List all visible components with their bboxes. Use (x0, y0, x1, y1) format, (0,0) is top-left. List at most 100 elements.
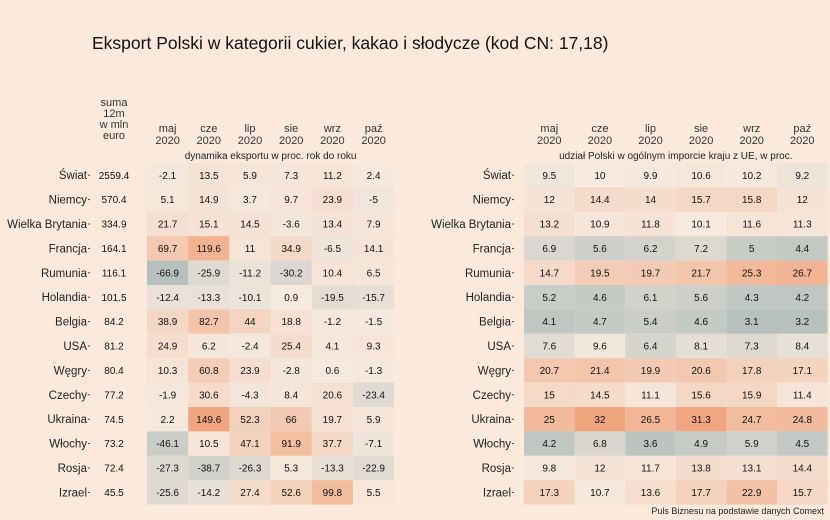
heatmap-cell (353, 431, 395, 456)
cell-value-label: 66 (286, 415, 298, 426)
cell-value-label: 13.1 (742, 464, 762, 475)
heatmap-cell (353, 285, 395, 310)
heatmap-cell (147, 309, 189, 334)
heatmap-cell (625, 431, 676, 456)
cell-value-label: 5.9 (367, 415, 381, 426)
panel-subtitle: dynamika eksportu w proc. rok do roku (185, 151, 357, 162)
heatmap-cell (524, 260, 575, 285)
heatmap-cell (229, 358, 271, 383)
cell-value-label: 5.6 (593, 244, 607, 255)
cell-value-label: 25.3 (742, 268, 762, 279)
sum-header-label: w mln (99, 119, 129, 131)
column-header-label: sie (694, 123, 708, 135)
heatmap-cell (353, 187, 395, 212)
cell-value-label: -6.5 (324, 244, 342, 255)
cell-value-label: -22.9 (362, 464, 385, 475)
cell-value-label: 7.3 (284, 171, 298, 182)
row-label: Francja (49, 243, 88, 255)
cell-value-label: 18.8 (281, 317, 301, 328)
heatmap-cell (229, 382, 271, 407)
cell-value-label: 2.2 (161, 415, 175, 426)
heatmap-cell (574, 187, 626, 212)
heatmap-cell (625, 211, 676, 237)
heatmap-cell (625, 382, 676, 407)
heatmap-cell (726, 285, 777, 310)
row-label: Rumunia (465, 268, 512, 280)
cell-value-label: 32 (594, 415, 606, 426)
cell-value-label: 5.4 (644, 317, 658, 328)
cell-value-label: 34.9 (281, 244, 301, 255)
heatmap-cell (726, 187, 777, 212)
sum-value-label: 74.5 (104, 415, 124, 426)
cell-value-label: 9.6 (593, 342, 607, 353)
cell-value-label: -25.6 (156, 488, 179, 499)
heatmap-cell (675, 382, 727, 407)
row-label: USA (63, 341, 87, 353)
heatmap-cell (270, 236, 312, 261)
cell-value-label: -46.1 (156, 439, 179, 450)
sum-value-label: 570.4 (101, 195, 126, 206)
cell-value-label: 11.1 (641, 390, 660, 401)
heatmap-cell (229, 431, 271, 456)
cell-value-label: 7.9 (367, 220, 381, 231)
cell-value-label: -5 (369, 195, 378, 206)
row-label: Rosja (482, 463, 512, 475)
cell-value-label: -23.4 (362, 390, 385, 401)
heatmap-cell (574, 431, 626, 456)
cell-value-label: 52.6 (281, 488, 301, 499)
cell-value-label: 25 (544, 415, 556, 426)
cell-value-label: 3.1 (745, 317, 759, 328)
row-label: Francja (473, 243, 512, 255)
cell-value-label: -38.7 (197, 464, 220, 475)
heatmap-cell (353, 163, 395, 188)
cell-value-label: 99.8 (323, 488, 343, 499)
heatmap-cell (147, 333, 189, 359)
row-label: Niemcy (49, 195, 88, 207)
heatmap-cell (524, 236, 575, 261)
heatmap-cell (188, 309, 230, 334)
heatmap-cell (524, 211, 575, 237)
cell-value-label: 19.9 (641, 366, 661, 377)
cell-value-label: 6.5 (367, 268, 381, 279)
sum-value-label: 334.9 (101, 220, 126, 231)
heatmap-cell (625, 407, 676, 432)
cell-value-label: 9.7 (284, 195, 298, 206)
cell-value-label: 19.7 (323, 415, 343, 426)
column-header-label: 2020 (537, 135, 561, 147)
heatmap-cell (726, 431, 777, 456)
cell-value-label: 13.2 (540, 220, 560, 231)
heatmap-cell (625, 236, 676, 261)
heatmap-cell (675, 309, 727, 334)
heatmap-cell (147, 236, 189, 261)
cell-value-label: 5.1 (161, 195, 175, 206)
heatmap-cell (524, 431, 575, 456)
column-header-label: 2020 (638, 135, 662, 147)
heatmap-cell (675, 358, 727, 383)
heatmap-cell (353, 211, 395, 237)
cell-value-label: 11.6 (742, 220, 761, 231)
heatmap-cell (726, 211, 777, 237)
heatmap-cell (147, 163, 189, 188)
sum-value-label: 72.4 (104, 464, 124, 475)
heatmap-cell (353, 382, 395, 407)
heatmap-cell (726, 309, 777, 334)
heatmap-cell (188, 211, 230, 237)
heatmap-cell (625, 163, 676, 188)
cell-value-label: -66.9 (156, 268, 179, 279)
column-header-label: 2020 (238, 135, 262, 147)
heatmap-cell (188, 187, 230, 212)
cell-value-label: 9.8 (542, 464, 556, 475)
cell-value-label: 17.7 (691, 488, 711, 499)
heatmap-cell (188, 260, 230, 285)
cell-value-label: -26.3 (239, 464, 262, 475)
heatmap-cell (726, 455, 777, 481)
cell-value-label: 13.5 (199, 171, 219, 182)
row-label: Niemcy (473, 195, 512, 207)
cell-value-label: 17.8 (742, 366, 762, 377)
row-label: Czechy (49, 390, 88, 402)
cell-value-label: 52.3 (240, 415, 260, 426)
heatmap-cell (147, 260, 189, 285)
cell-value-label: -2.4 (241, 342, 259, 353)
heatmap-cell (229, 333, 271, 359)
